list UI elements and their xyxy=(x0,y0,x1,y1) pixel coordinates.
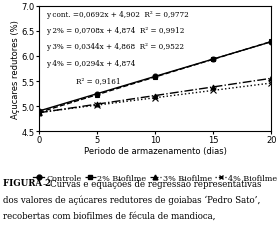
Text: y 3% = 0,0344x + 4,868  R² = 0,9522: y 3% = 0,0344x + 4,868 R² = 0,9522 xyxy=(46,43,184,51)
Text: y cont. =0,0692x + 4,902  R² = 0,9772: y cont. =0,0692x + 4,902 R² = 0,9772 xyxy=(46,10,189,19)
Text: y 2% = 0,0708x + 4,874  R² = 0,9912: y 2% = 0,0708x + 4,874 R² = 0,9912 xyxy=(46,27,184,35)
Text: R² = 0,9161: R² = 0,9161 xyxy=(76,77,121,85)
Legend: Controle, 2% Biofilme, 3% Biofilme, 4% Biofilme: Controle, 2% Biofilme, 3% Biofilme, 4% B… xyxy=(30,171,277,185)
X-axis label: Periodo de armazenamento (dias): Periodo de armazenamento (dias) xyxy=(84,146,227,155)
Text: y 4% = 0,0294x + 4,874: y 4% = 0,0294x + 4,874 xyxy=(46,59,135,67)
Text: – Curvas e equações de regressão representativas: – Curvas e equações de regressão represe… xyxy=(43,178,261,188)
Text: dos valores de açúcares redutores de goiabas ‘Pedro Sato’,: dos valores de açúcares redutores de goi… xyxy=(3,195,260,204)
Text: recobertas com biofilmes de fécula de mandioca,: recobertas com biofilmes de fécula de ma… xyxy=(3,211,215,220)
Y-axis label: Açucares redutores (%): Açucares redutores (%) xyxy=(11,20,20,118)
Text: FIGURA 2: FIGURA 2 xyxy=(3,178,51,187)
